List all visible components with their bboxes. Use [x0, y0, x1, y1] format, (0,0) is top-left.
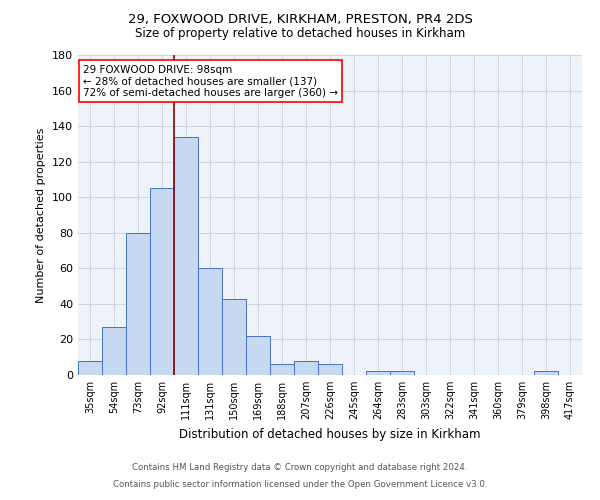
Bar: [390, 372, 414, 375]
Bar: [102, 327, 126, 375]
Bar: [198, 268, 222, 375]
Bar: [294, 361, 318, 375]
Bar: [534, 372, 558, 375]
Bar: [150, 188, 174, 375]
Bar: [246, 336, 270, 375]
Bar: [78, 361, 102, 375]
X-axis label: Distribution of detached houses by size in Kirkham: Distribution of detached houses by size …: [179, 428, 481, 440]
Text: Contains public sector information licensed under the Open Government Licence v3: Contains public sector information licen…: [113, 480, 487, 489]
Text: 29 FOXWOOD DRIVE: 98sqm
← 28% of detached houses are smaller (137)
72% of semi-d: 29 FOXWOOD DRIVE: 98sqm ← 28% of detache…: [83, 64, 338, 98]
Text: 29, FOXWOOD DRIVE, KIRKHAM, PRESTON, PR4 2DS: 29, FOXWOOD DRIVE, KIRKHAM, PRESTON, PR4…: [128, 12, 472, 26]
Bar: [174, 137, 198, 375]
Bar: [366, 372, 390, 375]
Text: Size of property relative to detached houses in Kirkham: Size of property relative to detached ho…: [135, 28, 465, 40]
Text: Contains HM Land Registry data © Crown copyright and database right 2024.: Contains HM Land Registry data © Crown c…: [132, 464, 468, 472]
Y-axis label: Number of detached properties: Number of detached properties: [37, 128, 46, 302]
Bar: [318, 364, 342, 375]
Bar: [222, 298, 246, 375]
Bar: [126, 233, 150, 375]
Bar: [270, 364, 294, 375]
